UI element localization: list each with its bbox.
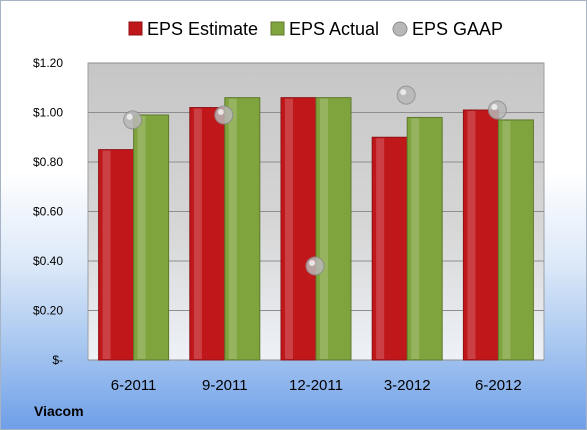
legend-label: EPS GAAP — [412, 19, 503, 39]
bar-highlight — [502, 120, 511, 359]
bar-eps-estimate — [280, 97, 317, 361]
bar-eps-actual — [406, 116, 443, 361]
gaap-point — [305, 256, 325, 276]
y-tick-label: $1.20 — [33, 56, 63, 70]
y-tick-label: $0.40 — [33, 254, 63, 268]
legend: EPS Estimate EPS Actual EPS GAAP — [128, 19, 503, 39]
bar-highlight — [228, 98, 237, 360]
y-tick-label: $0.80 — [33, 155, 63, 169]
x-tick-label: 12-2011 — [289, 377, 343, 394]
y-tick-label: $0.60 — [33, 205, 63, 219]
legend-swatch — [128, 21, 143, 36]
y-axis: $- $0.20 $0.40 $0.60 $0.80 $1.00 $1.20 — [33, 56, 63, 367]
bar-highlight — [285, 98, 293, 360]
gaap-point-highlight — [309, 259, 315, 266]
y-tick-label: $1.00 — [33, 106, 63, 120]
bar-eps-actual — [497, 119, 534, 361]
bar-highlight — [411, 118, 420, 359]
gaap-point — [123, 110, 143, 130]
bar-eps-estimate — [189, 107, 226, 361]
bar-eps-estimate — [98, 149, 135, 361]
bar-highlight — [376, 138, 385, 359]
gaap-point-highlight — [126, 113, 133, 120]
gaap-point — [487, 100, 507, 120]
gaap-point — [214, 105, 234, 125]
gaap-point — [396, 85, 416, 105]
bar-highlight — [320, 98, 328, 360]
gaap-point-highlight — [217, 108, 224, 115]
gaap-point-highlight — [400, 89, 407, 96]
bar-highlight — [193, 108, 202, 359]
bar-eps-actual — [315, 97, 352, 361]
legend-label: EPS Actual — [289, 19, 379, 39]
bar-highlight — [102, 150, 111, 359]
x-tick-label: 6-2011 — [111, 377, 157, 394]
x-tick-label: 3-2012 — [384, 377, 431, 394]
legend-swatch — [392, 21, 408, 37]
bar-highlight — [467, 111, 476, 360]
company-name: Viacom — [34, 403, 84, 419]
legend-swatch — [270, 21, 285, 36]
y-tick-label: $- — [52, 353, 63, 367]
y-tick-label: $0.20 — [33, 304, 63, 318]
legend-label: EPS Estimate — [147, 19, 258, 39]
bar-series — [98, 97, 534, 361]
x-tick-label: 9-2011 — [202, 377, 248, 394]
gaap-point-highlight — [491, 104, 498, 111]
bar-highlight — [137, 115, 146, 359]
bar-eps-actual — [133, 114, 170, 361]
gaap-points — [123, 85, 507, 276]
bar-eps-actual — [224, 97, 261, 361]
x-tick-label: 6-2012 — [475, 377, 522, 394]
x-axis: 6-2011 9-2011 12-2011 3-2012 6-2012 — [111, 377, 522, 394]
